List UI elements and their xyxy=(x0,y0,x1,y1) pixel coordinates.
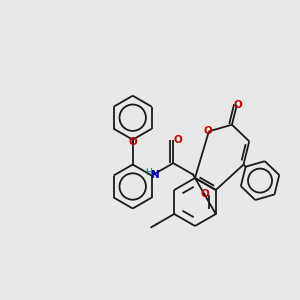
Text: O: O xyxy=(203,126,212,136)
Text: H: H xyxy=(145,168,152,177)
Text: O: O xyxy=(174,135,183,145)
Text: O: O xyxy=(128,137,137,147)
Text: N: N xyxy=(151,169,160,179)
Text: O: O xyxy=(233,100,242,110)
Text: O: O xyxy=(200,189,209,199)
